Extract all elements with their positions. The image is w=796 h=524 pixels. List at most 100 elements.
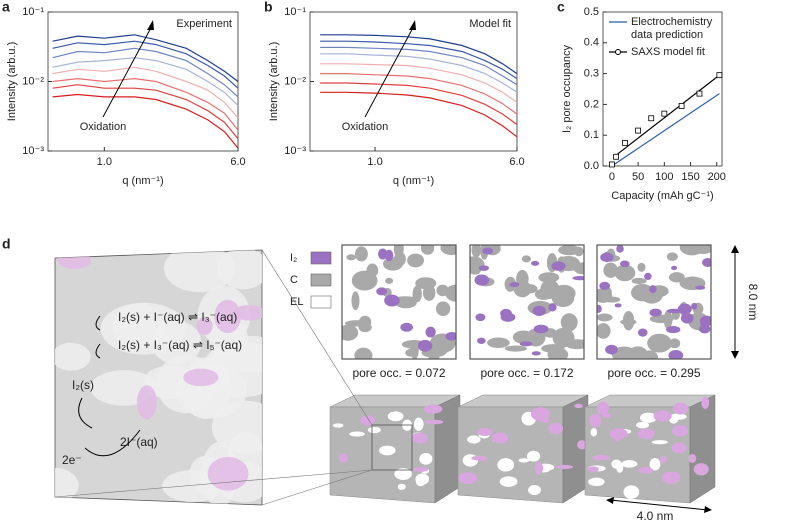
x-tick-label: 200 xyxy=(708,171,726,183)
zoom-connector xyxy=(54,469,373,498)
cube-pore xyxy=(588,477,605,487)
carbon-region xyxy=(445,284,456,302)
cube-iodine xyxy=(693,463,709,476)
legend-label: C xyxy=(290,274,298,286)
y-tick-label: 0.1 xyxy=(584,129,599,141)
cube-pore xyxy=(518,458,530,463)
carbon-region xyxy=(631,283,654,302)
fit-line xyxy=(615,74,720,156)
iodine-region xyxy=(699,315,711,327)
iodine-region xyxy=(616,245,624,253)
marker xyxy=(678,103,685,109)
zoom-box xyxy=(371,424,413,471)
prediction-line xyxy=(611,93,720,167)
plot-frame xyxy=(47,11,239,152)
spectrum-line xyxy=(320,46,518,86)
cube-pore xyxy=(636,421,650,429)
iodine-region xyxy=(476,337,486,345)
cube-iodine xyxy=(637,428,655,440)
reaction: I₂(s) xyxy=(72,378,94,392)
iodine-region xyxy=(384,294,400,307)
iodine-blob xyxy=(207,456,249,491)
cube-iodine xyxy=(413,466,429,472)
cube-iodine xyxy=(688,453,697,463)
y-axis-label: I₂ pore occupancy xyxy=(561,44,573,133)
carbon-blob xyxy=(163,250,236,293)
carbon-region xyxy=(622,310,635,331)
x-tick-label: 6.0 xyxy=(230,156,245,168)
cube-iodine xyxy=(574,403,583,409)
carbon-region xyxy=(647,333,672,353)
carbon-region xyxy=(666,252,678,261)
iodine-region xyxy=(637,328,648,337)
legend-label: EL xyxy=(290,296,303,308)
cube-iodine xyxy=(596,401,609,415)
carbon-blob xyxy=(55,342,91,371)
y-tick-label: 0.5 xyxy=(584,6,599,18)
carbon-region xyxy=(560,313,578,332)
carbon-region xyxy=(405,348,417,357)
carbon-region xyxy=(637,262,646,272)
iodine-region xyxy=(548,303,557,312)
marker xyxy=(622,139,628,146)
cube-iodine xyxy=(672,424,688,437)
carbon-region xyxy=(346,254,356,261)
iodine-blob xyxy=(232,305,262,321)
reaction: I₂(s) + I₃⁻(aq) ⇌ I₅⁻(aq) xyxy=(118,338,242,352)
arrow-head xyxy=(409,20,416,30)
cube-pore xyxy=(367,426,381,434)
carbon-region xyxy=(354,347,373,359)
cube-pore xyxy=(387,411,404,422)
carbon-region xyxy=(547,347,569,359)
arrow-head xyxy=(731,351,739,359)
cube-iodine xyxy=(423,404,443,414)
carbon-blob xyxy=(211,400,262,454)
iodine-blob xyxy=(196,317,213,336)
carbon-region xyxy=(385,277,394,284)
carbon-region xyxy=(603,262,618,278)
iodine-region xyxy=(519,341,533,347)
iodine-region xyxy=(677,303,692,315)
iodine-blob xyxy=(136,385,157,420)
iodine-region xyxy=(597,304,602,313)
marker xyxy=(716,72,723,79)
annotation: Experiment xyxy=(176,18,232,30)
arrow-head xyxy=(606,497,614,504)
carbon-blob xyxy=(213,335,262,373)
cube-iodine xyxy=(534,461,544,475)
cube-pore xyxy=(640,412,657,423)
iodine-region xyxy=(649,285,657,294)
pore-occupancy: pore occ. = 0.072 xyxy=(352,366,445,380)
carbon-region xyxy=(663,310,673,330)
iodine-region xyxy=(702,257,711,268)
annotation: Model fit xyxy=(469,18,511,30)
carbon-region xyxy=(520,284,538,294)
legend-label-line: data prediction xyxy=(631,29,703,41)
iodine-region xyxy=(532,305,547,317)
legend-label-line: Electrochemistry xyxy=(631,16,713,28)
cube-pore xyxy=(649,458,661,471)
electron-arrow xyxy=(78,397,93,429)
y-tick-label: 0.2 xyxy=(584,98,599,110)
cube-iodine xyxy=(556,464,574,470)
iodine-blob xyxy=(214,299,241,334)
carbon-region xyxy=(690,245,711,254)
cube-pore xyxy=(590,428,598,437)
cube-pore xyxy=(415,475,426,487)
spectrum-line xyxy=(320,72,518,115)
carbon-region xyxy=(597,288,613,303)
carbon-region xyxy=(504,345,528,352)
cube-iodine xyxy=(671,442,687,454)
y-tick-label: 10⁻¹ xyxy=(22,6,44,18)
carbon-region xyxy=(538,272,560,283)
carbon-region xyxy=(611,346,637,359)
iodine-blob xyxy=(57,251,92,270)
carbon-region xyxy=(668,338,681,349)
iodine-region xyxy=(531,260,540,266)
cube-iodine xyxy=(638,467,654,474)
marker xyxy=(613,153,620,160)
cube-iodine xyxy=(410,432,429,444)
legend-marker xyxy=(615,49,621,55)
x-axis-label: Capacity (mAh gC⁻¹) xyxy=(611,190,713,202)
